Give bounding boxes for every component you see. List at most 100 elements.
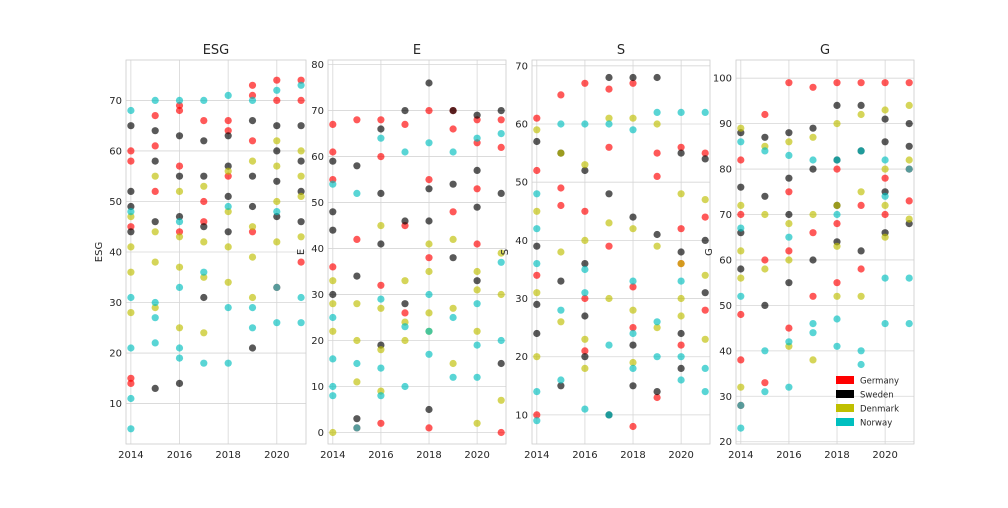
data-point-norway — [857, 360, 865, 369]
data-point-denmark — [224, 208, 232, 216]
x-tick-label: 2014 — [728, 450, 753, 461]
panel-title: ESG — [203, 43, 230, 58]
data-point-sweden — [653, 230, 661, 239]
legend-swatch-denmark — [836, 404, 854, 412]
x-tick-label: 2016 — [167, 450, 192, 461]
data-point-germany — [224, 117, 232, 125]
data-point-germany — [127, 374, 135, 382]
data-point-sweden — [224, 228, 232, 236]
data-point-sweden — [761, 301, 769, 309]
data-point-denmark — [809, 210, 817, 219]
data-point-sweden — [857, 247, 865, 255]
data-point-germany — [151, 142, 159, 150]
data-point-denmark — [497, 290, 505, 299]
x-tick-label: 2018 — [215, 450, 240, 461]
data-point-germany — [605, 242, 613, 250]
data-point-sweden — [677, 149, 685, 157]
data-point-germany — [833, 79, 841, 87]
data-point-sweden — [809, 165, 817, 173]
data-point-norway — [677, 108, 685, 116]
data-point-sweden — [329, 290, 337, 299]
data-point-germany — [497, 143, 505, 151]
x-tick-label: 2016 — [776, 450, 801, 461]
data-point-norway — [701, 108, 709, 116]
y-tick-label: 20 — [515, 352, 528, 363]
data-point-norway — [297, 293, 305, 302]
data-point-denmark — [200, 238, 208, 246]
data-point-germany — [297, 76, 305, 84]
data-point-denmark — [273, 238, 281, 246]
data-point-norway — [497, 258, 505, 266]
data-point-norway — [557, 376, 565, 384]
data-point-denmark — [127, 268, 135, 276]
data-point-sweden — [449, 254, 457, 262]
y-tick-label: 80 — [311, 60, 324, 71]
data-point-sweden — [629, 213, 637, 221]
data-point-sweden — [677, 329, 685, 338]
data-point-germany — [557, 184, 565, 192]
data-point-norway — [605, 411, 613, 419]
data-point-denmark — [533, 207, 541, 215]
data-point-germany — [905, 79, 913, 87]
y-tick-label: 20 — [719, 437, 732, 448]
data-point-sweden — [151, 384, 159, 392]
data-point-germany — [881, 79, 889, 87]
data-point-sweden — [353, 415, 361, 423]
data-point-norway — [905, 274, 913, 282]
data-point-sweden — [401, 300, 409, 308]
axes-frame — [735, 59, 915, 445]
data-point-sweden — [200, 293, 208, 302]
data-point-norway — [273, 283, 281, 291]
data-point-denmark — [761, 210, 769, 219]
data-point-denmark — [737, 274, 745, 282]
data-point-norway — [785, 151, 793, 159]
data-point-sweden — [497, 107, 505, 115]
data-point-norway — [701, 388, 709, 396]
data-point-norway — [224, 202, 232, 211]
data-point-denmark — [581, 364, 589, 372]
data-point-germany — [857, 79, 865, 87]
data-point-denmark — [557, 248, 565, 256]
data-point-sweden — [809, 124, 817, 132]
y-tick-label: 50 — [515, 178, 528, 189]
data-point-norway — [353, 189, 361, 197]
data-point-denmark — [151, 258, 159, 266]
data-point-sweden — [127, 122, 135, 130]
data-point-denmark — [905, 101, 913, 109]
data-point-sweden — [224, 162, 232, 170]
data-point-sweden — [273, 122, 281, 130]
data-point-germany — [629, 79, 637, 87]
data-point-germany — [425, 424, 433, 432]
data-point-germany — [533, 411, 541, 419]
data-point-norway — [677, 376, 685, 384]
data-point-germany — [881, 174, 889, 182]
data-point-germany — [353, 235, 361, 243]
data-point-norway — [605, 341, 613, 349]
data-point-denmark — [857, 110, 865, 119]
data-point-sweden — [297, 122, 305, 130]
data-point-germany — [248, 91, 257, 99]
data-point-denmark — [581, 161, 589, 169]
data-point-norway — [653, 318, 661, 326]
data-point-germany — [833, 220, 841, 228]
data-point-germany — [857, 265, 865, 273]
data-point-norway — [425, 350, 433, 358]
y-tick-label: 60 — [719, 255, 732, 266]
data-point-norway — [175, 344, 184, 352]
data-point-denmark — [248, 223, 257, 231]
data-point-denmark — [200, 182, 208, 190]
data-point-denmark — [605, 294, 613, 303]
data-point-germany — [127, 223, 135, 231]
data-point-germany — [677, 341, 685, 349]
data-point-norway — [629, 277, 637, 285]
y-tick-label: 90 — [719, 119, 732, 130]
data-point-sweden — [533, 300, 541, 308]
data-point-norway — [785, 233, 793, 241]
data-point-denmark — [224, 243, 232, 251]
data-point-germany — [533, 271, 541, 279]
data-point-norway — [224, 304, 232, 312]
data-point-sweden — [297, 187, 305, 195]
y-tick-label: 10 — [311, 382, 324, 393]
data-point-sweden — [761, 192, 769, 200]
